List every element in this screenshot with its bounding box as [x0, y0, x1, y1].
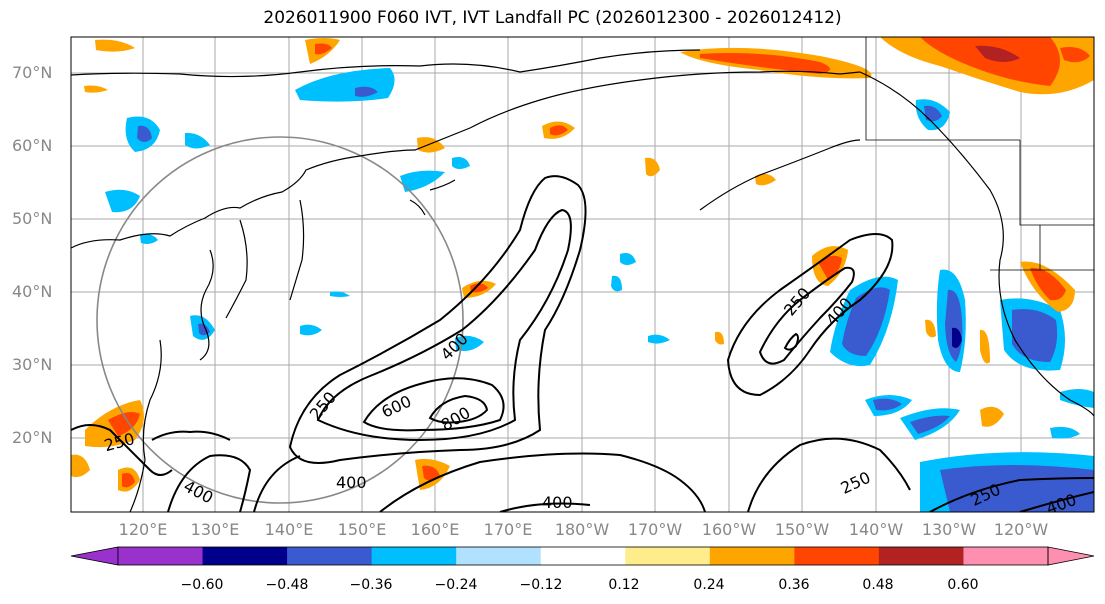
longitude-labels: 120°E 130°E 140°E 150°E 160°E 170°E 180°… — [119, 520, 1049, 539]
reference-circle — [96, 136, 464, 504]
pc-patch — [185, 132, 210, 149]
colorbar-segment — [625, 547, 711, 565]
lat-label-50n: 50°N — [12, 209, 52, 228]
colorbar-tick: 0.36 — [778, 577, 809, 593]
pc-patch — [925, 319, 936, 338]
pc-patch — [452, 157, 470, 169]
pc-patch — [924, 105, 942, 122]
pc-patch — [980, 329, 990, 364]
lon-label: 130°W — [922, 520, 977, 539]
pc-patch — [1050, 426, 1080, 439]
lat-label-40n: 40°N — [12, 282, 52, 301]
pc-patch — [920, 37, 1060, 86]
colorbar-segment — [709, 547, 795, 565]
colorbar-tick: −0.24 — [435, 577, 478, 593]
contour-label: 400 — [336, 473, 367, 492]
pc-patch — [620, 253, 636, 265]
colorbar-tick: 0.12 — [608, 577, 639, 593]
pc-patch — [84, 85, 108, 93]
colorbar-ticks: −0.60 −0.48 −0.36 −0.24 −0.12 0.12 0.24 … — [181, 577, 979, 593]
lon-label: 150°W — [775, 520, 830, 539]
pc-patch — [818, 255, 842, 280]
pc-patch — [95, 39, 135, 52]
colorbar-tick: −0.36 — [350, 577, 393, 593]
pc-patch — [355, 86, 378, 97]
pc-patch — [648, 334, 670, 344]
lon-label: 170°E — [484, 520, 533, 539]
pc-patch — [140, 234, 158, 244]
pc-patch — [645, 157, 660, 177]
pc-patch — [315, 43, 332, 55]
colorbar-segment — [371, 547, 457, 565]
colorbar-segment — [963, 547, 1049, 565]
map-title: 2026011900 F060 IVT, IVT Landfall PC (20… — [263, 8, 842, 28]
coastlines — [71, 49, 1094, 512]
lon-label: 130°E — [191, 520, 240, 539]
lon-label: 160°W — [702, 520, 757, 539]
lat-label-70n: 70°N — [12, 63, 52, 82]
colorbar-segment — [794, 547, 880, 565]
colorbar-tick: 0.24 — [693, 577, 724, 593]
pc-patch — [1030, 267, 1066, 301]
pc-patch — [550, 125, 568, 136]
colorbar-segment — [878, 547, 964, 565]
pc-patch — [611, 275, 622, 292]
lon-label: 160°E — [411, 520, 460, 539]
lon-label: 180°W — [555, 520, 610, 539]
pc-patch — [1012, 309, 1058, 362]
pc-patch — [330, 291, 350, 297]
lon-label: 150°E — [338, 520, 387, 539]
contour-label: 400 — [542, 493, 573, 512]
lat-label-60n: 60°N — [12, 136, 52, 155]
pc-patch — [952, 327, 962, 348]
pc-patch — [715, 331, 724, 345]
lat-label-30n: 30°N — [12, 355, 52, 374]
pc-patch — [1060, 47, 1090, 63]
latitude-labels: 70°N 60°N 50°N 40°N 30°N 20°N — [12, 63, 52, 447]
lat-label-20n: 20°N — [12, 428, 52, 447]
pc-patch — [873, 398, 902, 411]
graticule — [71, 37, 1094, 512]
colorbar-segment — [456, 547, 542, 565]
colorbar-tick: 0.60 — [947, 577, 978, 593]
pc-patch — [755, 173, 776, 186]
colorbar-tick: 0.48 — [862, 577, 893, 593]
map-border — [70, 36, 1095, 513]
colorbar-segment — [118, 547, 204, 565]
colorbar-tick: −0.60 — [181, 577, 224, 593]
colorbar-segment — [540, 547, 626, 565]
pc-patch — [980, 406, 1004, 427]
lon-label: 120°E — [119, 520, 168, 539]
pc-patch — [122, 473, 135, 488]
colorbar-extend-high — [1047, 546, 1095, 566]
pc-patch — [975, 45, 1020, 62]
pc-patch — [422, 465, 440, 481]
pc-patch — [108, 412, 140, 436]
pc-patch — [137, 125, 152, 142]
colorbar-tick: −0.12 — [520, 577, 563, 593]
lon-label: 140°W — [849, 520, 904, 539]
pc-patch — [300, 324, 322, 336]
colorbar-extend-low — [70, 546, 119, 566]
colorbar — [70, 546, 1095, 566]
ivt-contours — [71, 175, 1094, 512]
lon-label: 170°W — [628, 520, 683, 539]
pc-patch — [700, 53, 830, 74]
pc-patch — [105, 189, 140, 213]
borders — [865, 37, 1094, 271]
colorbar-segment — [202, 547, 288, 565]
pc-patch — [940, 465, 1094, 512]
pc-patch — [910, 415, 950, 434]
pc-patch — [1060, 389, 1094, 408]
colorbar-segment — [287, 547, 373, 565]
pc-patch — [400, 170, 445, 192]
pc-patch — [71, 454, 90, 478]
pc-patch — [470, 283, 488, 293]
lon-label: 120°W — [994, 520, 1049, 539]
colorbar-outline — [117, 546, 1049, 566]
colorbar-tick: −0.48 — [266, 577, 309, 593]
pc-patch — [417, 137, 445, 153]
lon-label: 140°E — [265, 520, 314, 539]
